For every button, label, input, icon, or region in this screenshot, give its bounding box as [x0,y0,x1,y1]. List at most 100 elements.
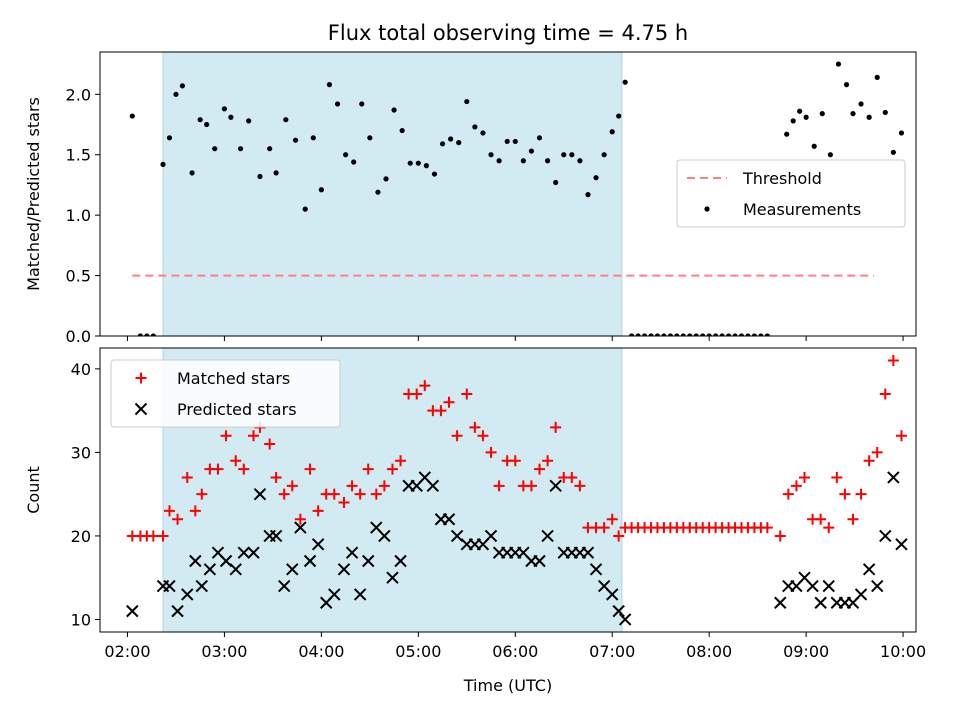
data-point [648,333,654,336]
data-point [569,152,575,158]
axes-frame [99,51,917,337]
data-point [871,446,883,458]
data-point [509,455,521,467]
data-point [426,479,440,493]
data-point [303,554,317,568]
data-point [195,579,209,593]
data-point [367,135,373,141]
data-point [144,333,150,336]
data-point [512,138,518,145]
data-point [814,596,827,609]
data-point [443,396,455,408]
data-point [574,480,586,492]
data-point [386,463,398,475]
data-point [542,455,554,467]
data-point [854,588,868,601]
data-point [179,83,186,89]
data-point [598,522,610,534]
data-point [667,333,673,336]
data-point [472,124,478,130]
data-point [484,529,498,543]
y-axis-label: Count [24,466,43,514]
y-tick-label: 0.5 [66,267,91,286]
data-point [879,529,892,543]
data-point [790,480,802,492]
data-point [871,579,884,593]
data-point [536,135,543,141]
data-point [246,118,252,124]
chart-title: Flux total observing time = 4.75 h [328,21,688,45]
data-point [362,554,375,568]
data-point [862,563,876,576]
data-point [585,192,591,198]
data-point [774,596,787,609]
data-point [819,111,825,117]
data-point [680,333,686,336]
data-point [687,333,693,336]
series-predicted-stars [126,471,908,626]
data-point [758,333,764,336]
data-point [790,118,796,124]
data-point [391,107,397,113]
x-tick-label: 03:00 [201,642,247,661]
data-point [378,529,391,543]
data-point [520,158,526,164]
data-point [228,114,234,120]
data-point [359,101,365,107]
y-axis-label: Matched/Predicted stars [24,97,43,291]
legend: Matched stars Predicted stars [110,359,341,428]
data-point [641,333,648,336]
data-point [237,546,251,559]
x-tick-label: 09:00 [783,642,829,661]
data-point [189,554,202,568]
data-point [419,380,431,392]
x-tick-label: 06:00 [492,642,538,661]
legend-marker [135,372,147,384]
data-point [839,488,851,500]
data-point [533,554,546,568]
x-tick-label: 02:00 [104,642,150,661]
data-point [160,161,166,167]
data-point [386,571,399,584]
data-point [157,530,169,542]
data-point [843,82,850,88]
data-point [855,488,867,500]
data-point [407,160,413,166]
data-point [882,109,888,116]
data-point [606,588,619,601]
legend-label: Predicted stars [177,400,297,419]
data-point [238,463,250,475]
data-point [181,588,194,601]
data-point [566,471,578,483]
data-point [147,530,159,542]
data-point [375,189,381,195]
data-point [277,579,291,593]
data-point [895,538,908,551]
data-point [561,152,567,158]
data-point [738,333,745,336]
data-point [221,106,228,112]
data-point [189,170,195,176]
data-point [181,471,193,483]
observing-window-band [162,51,623,337]
data-point [485,446,497,458]
data-point [725,333,732,336]
data-point [395,455,407,467]
data-point [237,146,244,152]
legend-label: Threshold [742,169,822,188]
data-point [706,333,712,336]
data-point [719,333,725,336]
data-point [887,471,900,484]
data-point [635,333,641,336]
data-point [248,430,260,442]
data-point [761,522,773,534]
x-tick-label: 05:00 [395,642,441,661]
data-point [661,333,667,336]
data-point [713,333,719,336]
data-point [700,333,706,336]
data-point [550,421,562,433]
data-point [129,113,135,119]
data-point [204,121,210,128]
data-point [823,522,835,534]
data-point [257,173,263,180]
